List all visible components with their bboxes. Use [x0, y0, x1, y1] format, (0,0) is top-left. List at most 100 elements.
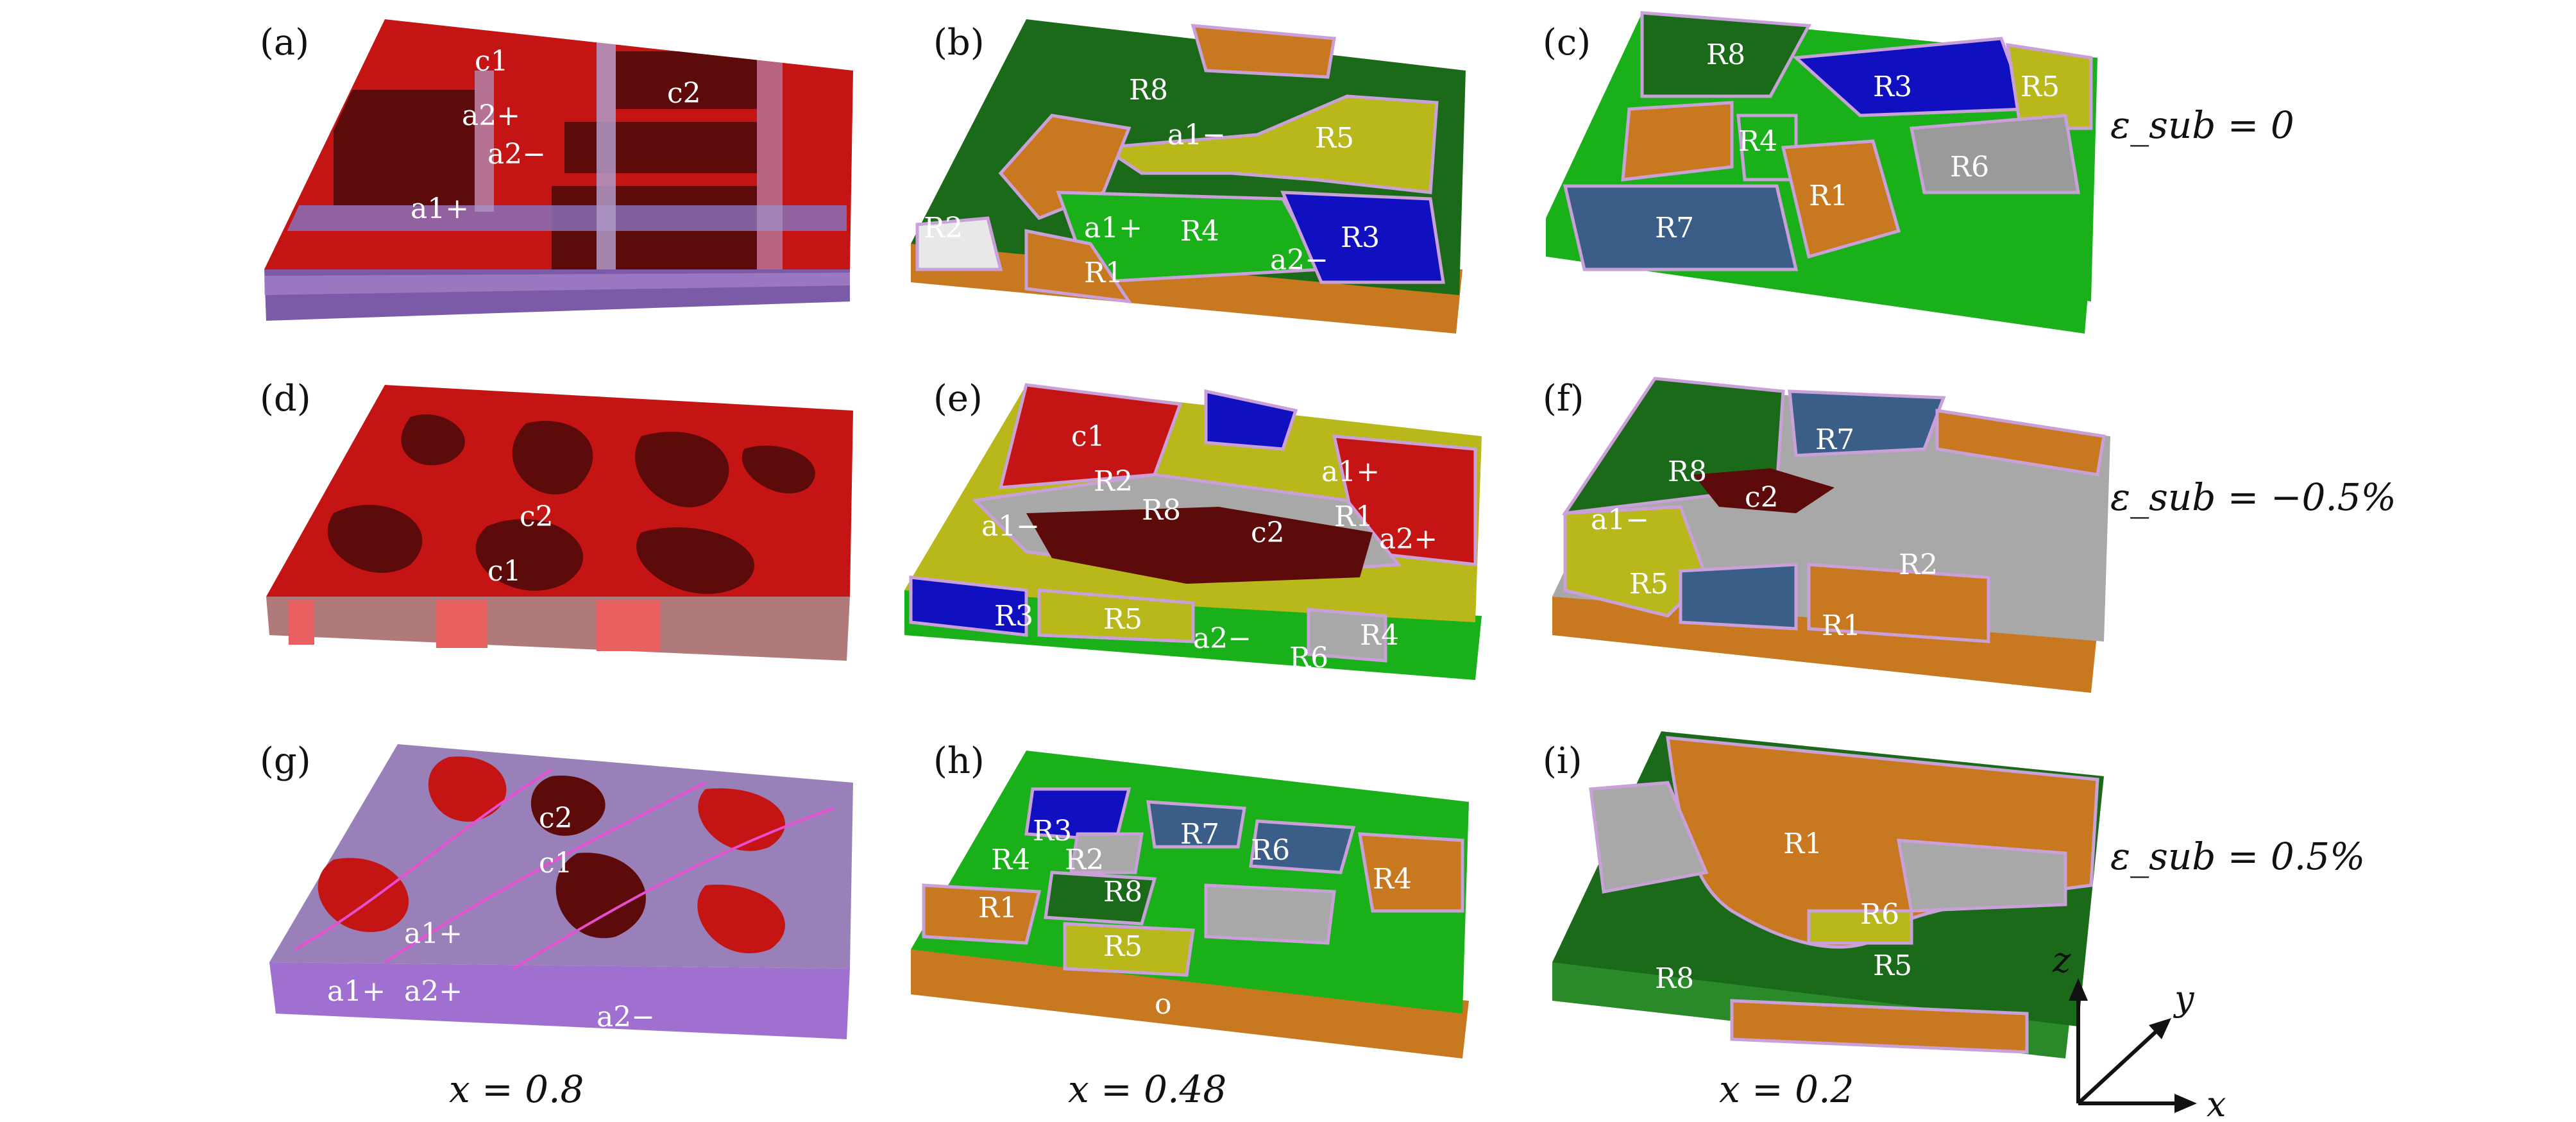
panel-f-region-c2: c2: [1745, 481, 1779, 514]
panel-d-dark-domain-6: [636, 527, 755, 594]
panel-g-dark-domain-2: [555, 853, 646, 939]
panel-a-a-stripe-4: [757, 38, 783, 269]
panel-b-region-R8: R8: [1129, 74, 1168, 106]
panel-a-region-a2plus: a2+: [462, 99, 520, 132]
panel-c-R5-domain: [2006, 43, 2093, 130]
panel-d-label: (d): [260, 378, 311, 420]
panel-e-region-R4: R4: [1360, 619, 1399, 652]
panel-f-R7-domain: [1788, 389, 1946, 457]
panel-d: (d) c2 c1: [260, 378, 853, 661]
panel-f: (f) R7 R8 c2 a1− R2 R5 R1: [1543, 377, 2110, 693]
panel-b-R3-domain: [1280, 191, 1445, 284]
panel-h-region-R5: R5: [1103, 930, 1142, 963]
panel-h-region-R7: R7: [1180, 818, 1219, 851]
y-axis-label: y: [2173, 978, 2195, 1019]
panel-f-R1-top: [1935, 409, 2106, 477]
panel-g-wall-3: [512, 807, 835, 970]
panel-d-side-patch-1: [289, 600, 314, 645]
panel-g: (g) c2 c1 a1+ a1+ a2+ a2−: [260, 740, 853, 1039]
panel-g-c-domain-3: [318, 858, 409, 932]
row-label-strain-0: ε_sub = 0: [2110, 103, 2294, 147]
panel-f-region-R5: R5: [1629, 568, 1668, 600]
panel-i: (i) R1 R6 R8 R5: [1543, 731, 2104, 1058]
z-axis-arrowhead: [2069, 978, 2088, 1001]
panel-e-R3-domain: [909, 575, 1028, 637]
panel-a-dark-domain-2: [616, 51, 757, 109]
panel-e-region-R2: R2: [1094, 465, 1133, 498]
panel-g-dark-domain-1: [530, 776, 606, 836]
panel-e-region-a2minus: a2−: [1193, 622, 1251, 655]
panel-f-R7-lower: [1679, 563, 1798, 631]
panel-h: (h) R3 R7 R6 R4 R2 R4 R8 R1 R5 o: [911, 740, 1469, 1058]
panel-g-c-domain-1: [428, 756, 507, 822]
panel-g-c-domain-4: [697, 885, 785, 954]
panel-c-region-R4: R4: [1738, 125, 1777, 158]
panel-d-dark-domain-2: [512, 421, 593, 495]
panel-d-dark-domain-4: [327, 505, 423, 573]
y-axis-arrowhead: [2149, 1018, 2171, 1039]
panel-a: (a) c1 c2 a2+ a2− a1+: [260, 19, 853, 321]
panel-e-region-c2: c2: [1251, 516, 1285, 549]
panel-i-label: (i): [1543, 740, 1582, 782]
x-axis-label: x: [2207, 1084, 2226, 1122]
panel-d-side-patch-2: [436, 600, 487, 648]
panel-g-region-c2: c2: [539, 802, 573, 835]
panel-h-region-R6: R6: [1251, 834, 1290, 867]
panel-a-region-c1: c1: [475, 45, 509, 78]
panel-c-R1-domain: [1781, 139, 1901, 259]
panel-d-dark-domain-3: [635, 431, 729, 507]
panel-c-R7-domain: [1563, 184, 1799, 271]
panel-c-region-R7: R7: [1655, 212, 1694, 244]
panel-e-region-R5: R5: [1103, 603, 1142, 636]
panel-e-region-a1plus: a1+: [1321, 455, 1380, 488]
panel-e-region-R3: R3: [994, 600, 1033, 633]
panel-c-R6-domain: [1909, 114, 2080, 194]
panel-e-blue-top: [1204, 389, 1298, 451]
panel-g-region-c1: c1: [539, 847, 573, 880]
panel-f-region-R2: R2: [1899, 548, 1938, 581]
panel-f-region-R8: R8: [1668, 455, 1707, 488]
x-axis-arrowhead: [2174, 1094, 2197, 1113]
panel-g-wall-1: [294, 769, 553, 951]
row-label-strain-pos: ε_sub = 0.5%: [2110, 835, 2365, 878]
panel-b-R1-lower: [1024, 228, 1133, 304]
z-axis-label: z: [2052, 940, 2071, 980]
y-axis-line: [2076, 1024, 2164, 1105]
panel-h-R8-domain: [1044, 871, 1157, 926]
panel-b-region-a1minus: a1−: [1167, 119, 1226, 151]
panel-i-region-R8: R8: [1655, 962, 1694, 995]
panel-b-region-a2minus: a2−: [1270, 244, 1328, 276]
panel-e: (e) c1 R2 a1+ a1− R8 R1 c2 a2+ R3 R5 a2−…: [904, 378, 1482, 680]
panel-h-R2-small: [1069, 832, 1144, 874]
panel-c-R1-left: [1621, 101, 1734, 182]
panel-a-label: (a): [260, 22, 309, 64]
panel-g-label: (g): [260, 740, 311, 782]
panel-b-region-R5: R5: [1315, 122, 1354, 155]
panel-b-R5-domain: [1098, 94, 1439, 194]
panel-h-region-R3: R3: [1033, 815, 1072, 847]
panel-a-dark-domain-3: [564, 122, 757, 173]
panel-e-c2-domain: [1026, 507, 1373, 584]
panel-h-side: [911, 949, 1469, 1058]
panel-a-region-a1plus: a1+: [411, 192, 469, 225]
panel-i-R6-left: [1589, 781, 1709, 894]
panel-c: (c) R8 R3 R5 R4 R6 R1 R7: [1543, 11, 2097, 334]
panel-g-region-a2plus: a2+: [404, 975, 462, 1008]
panel-f-R1-domain: [1807, 563, 1990, 643]
col-label-x048: x = 0.48: [1068, 1067, 1226, 1111]
panel-h-region-R4-right: R4: [1373, 863, 1412, 896]
panel-i-region-R1: R1: [1783, 828, 1822, 860]
panel-e-region-R1: R1: [1334, 500, 1373, 533]
panel-h-region-R4-left: R4: [991, 844, 1030, 876]
panel-g-region-a1plus: a1+: [404, 917, 462, 950]
panel-g-region-a2minus: a2−: [597, 1001, 655, 1033]
panel-a-a-stripe-2: [597, 38, 616, 269]
panel-c-region-R5: R5: [2021, 71, 2060, 103]
panel-h-R7-domain: [1146, 800, 1246, 849]
panel-a-side-band: [264, 273, 850, 295]
panel-d-dark-domain-5: [475, 519, 584, 591]
col-label-x08: x = 0.8: [449, 1067, 584, 1111]
panel-d-dark-domain-7: [741, 445, 815, 494]
panel-i-region-R5: R5: [1873, 949, 1912, 982]
panel-i-R1-side: [1730, 999, 2029, 1054]
